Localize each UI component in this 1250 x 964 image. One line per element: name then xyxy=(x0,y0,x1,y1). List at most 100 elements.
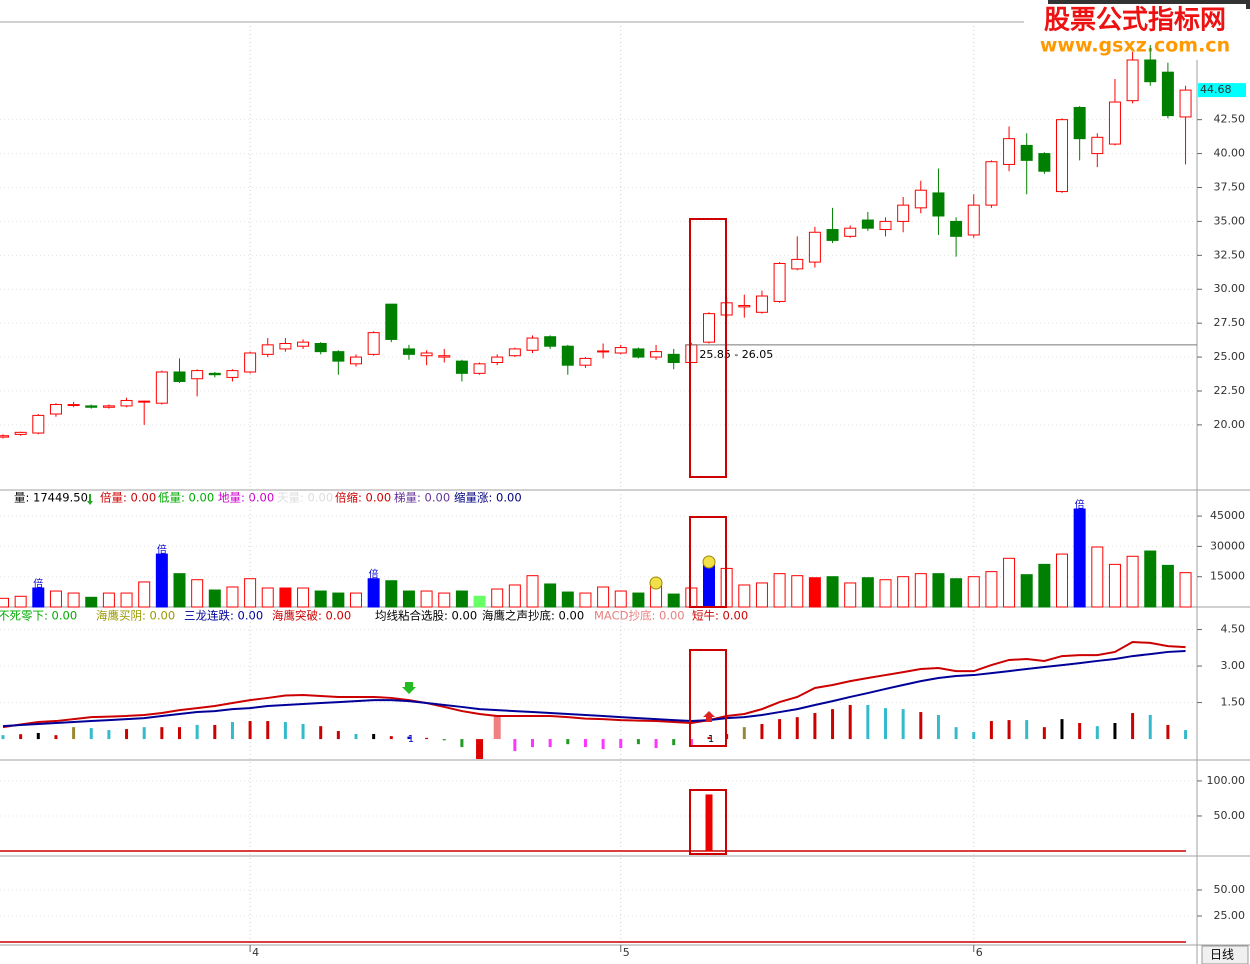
histogram-bar xyxy=(72,727,76,740)
legend-entry: 短牛: 0.00 xyxy=(692,609,748,623)
histogram-bar xyxy=(142,727,146,740)
bar-marker: 倍 xyxy=(1075,498,1085,511)
bar-marker: 倍 xyxy=(33,577,43,590)
highlight-box xyxy=(689,789,727,855)
histogram-bar xyxy=(460,739,464,748)
candle-body xyxy=(755,295,768,313)
bar xyxy=(49,590,62,608)
bar xyxy=(703,564,715,608)
histogram-bar xyxy=(283,722,287,740)
bar xyxy=(385,580,398,608)
bar xyxy=(85,596,98,608)
bar xyxy=(1038,563,1051,608)
candle-body xyxy=(967,204,980,236)
bar xyxy=(261,587,274,608)
bar xyxy=(705,794,713,852)
candle-body xyxy=(438,355,451,358)
histogram-bar xyxy=(336,731,340,740)
candle-body xyxy=(667,353,680,363)
histogram-bar xyxy=(513,739,517,751)
bar xyxy=(120,592,133,608)
y-tick-label: 1.50 xyxy=(1221,696,1246,709)
candle-body xyxy=(208,372,221,376)
bar xyxy=(985,571,998,608)
candle-body xyxy=(261,344,274,355)
y-tick-label: 20.00 xyxy=(1214,418,1246,431)
legend-entry: 不死零下: 0.00 xyxy=(0,609,77,623)
candle-body xyxy=(526,337,539,351)
legend-entry: 天量: 0.00 xyxy=(277,491,333,505)
legend-entry: 倍缩: 0.00 xyxy=(335,491,391,505)
candle-body xyxy=(350,356,362,365)
candle-body xyxy=(897,204,910,222)
candle-body xyxy=(455,360,468,374)
candle-body xyxy=(1161,71,1174,117)
histogram-bar xyxy=(919,712,923,740)
histogram-bar xyxy=(54,735,58,740)
histogram-bar xyxy=(689,739,693,746)
candle-body xyxy=(85,405,98,408)
candle-body xyxy=(14,431,27,435)
bar xyxy=(1073,508,1086,608)
candle-body xyxy=(120,399,133,407)
candle-body xyxy=(279,342,292,350)
signal-arrow xyxy=(402,682,416,694)
histogram-bar xyxy=(795,717,799,740)
candle-body xyxy=(703,313,715,343)
bar xyxy=(491,588,504,608)
histogram-bar xyxy=(178,727,181,740)
bar xyxy=(879,579,892,608)
y-tick-label: 50.00 xyxy=(1214,883,1246,896)
candle-body xyxy=(1126,59,1139,102)
histogram-bar xyxy=(778,719,782,740)
y-tick-label: 35.00 xyxy=(1214,214,1246,227)
histogram-bar xyxy=(760,723,764,740)
histogram-bar xyxy=(125,729,129,740)
candle-body xyxy=(226,370,239,378)
bar xyxy=(597,586,610,608)
y-tick-label: 45000 xyxy=(1210,509,1245,522)
bar xyxy=(208,589,221,608)
bar xyxy=(297,587,310,608)
histogram-bar xyxy=(866,704,870,740)
indicator-line xyxy=(2,649,1186,728)
bar xyxy=(508,584,521,608)
candle-body xyxy=(473,363,486,374)
candle-body xyxy=(1179,89,1192,118)
bar xyxy=(32,587,45,608)
bar xyxy=(967,576,980,608)
histogram-bar xyxy=(954,727,958,740)
candle-body xyxy=(985,161,998,206)
candle-body xyxy=(1020,144,1033,161)
histogram-bar xyxy=(884,708,887,740)
candle-body xyxy=(738,305,751,308)
legend-entry: 海鹰突破: 0.00 xyxy=(272,609,351,623)
bar xyxy=(1091,546,1104,608)
candle-body xyxy=(544,336,557,347)
candle-body xyxy=(367,332,380,355)
period-tab[interactable] xyxy=(1201,945,1249,964)
histogram-bar xyxy=(354,733,358,740)
histogram-bar xyxy=(319,726,323,740)
candle-body xyxy=(385,303,398,340)
legend-entry: 海鹰买阴: 0.00 xyxy=(96,609,175,623)
candle-body xyxy=(173,371,186,382)
last-price-label: 44.68 xyxy=(1200,83,1232,96)
bar xyxy=(67,592,80,608)
histogram-bar xyxy=(195,724,199,740)
y-tick-label: 15000 xyxy=(1210,570,1245,583)
signal-label: 1 xyxy=(708,734,714,745)
histogram-bar xyxy=(19,734,23,740)
histogram-bar xyxy=(425,737,429,740)
y-tick-label: 27.50 xyxy=(1214,316,1246,329)
histogram-bar xyxy=(1148,714,1152,740)
histogram-bar xyxy=(583,739,587,748)
bar xyxy=(155,553,168,608)
bar xyxy=(950,578,963,608)
histogram-bar xyxy=(230,722,234,740)
candle-body xyxy=(491,356,504,363)
legend-entry: 均线粘合选股: 0.00 xyxy=(375,609,477,623)
bar xyxy=(1003,557,1016,608)
y-tick-label: 22.50 xyxy=(1214,384,1246,397)
